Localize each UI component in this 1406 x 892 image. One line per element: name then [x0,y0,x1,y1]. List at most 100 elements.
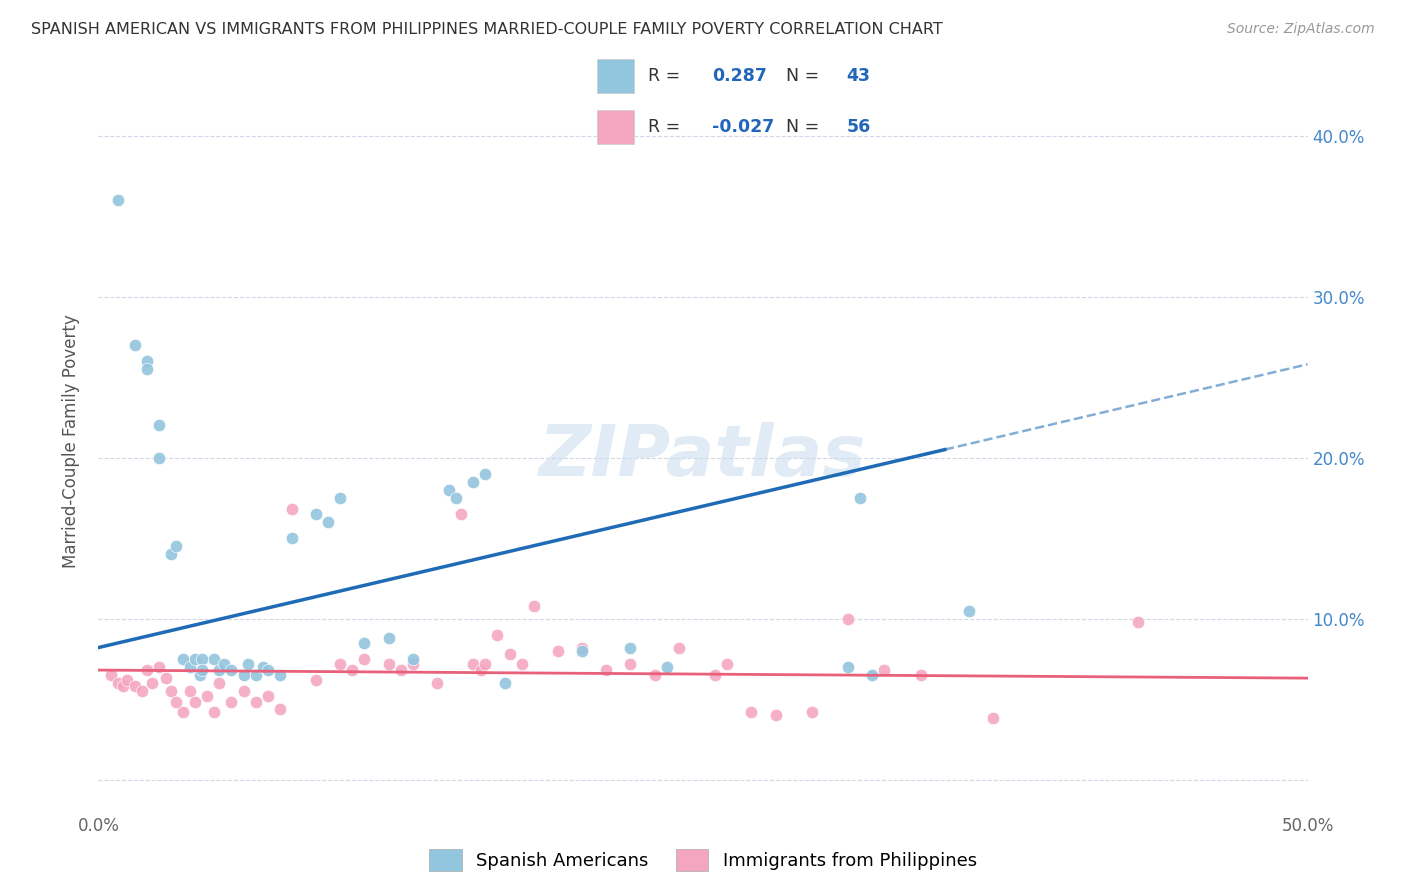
Point [256,663,278,677]
Point [494,676,516,690]
Point [389,663,412,677]
Point [957,603,980,617]
Point [470,663,492,677]
Text: R =: R = [648,67,681,85]
Point [232,684,254,698]
Point [269,702,291,716]
Point [245,668,267,682]
Point [463,657,485,671]
Point [523,599,546,613]
Text: SPANISH AMERICAN VS IMMIGRANTS FROM PHILIPPINES MARRIED-COUPLE FAMILY POVERTY CO: SPANISH AMERICAN VS IMMIGRANTS FROM PHIL… [31,22,942,37]
Point [353,636,375,650]
Point [188,668,211,682]
Point [402,652,425,666]
Point [644,668,666,682]
Point [124,338,146,352]
Point [204,652,226,666]
Point [446,491,468,505]
Point [252,660,274,674]
Point [849,491,872,505]
Point [873,663,896,677]
Point [165,539,187,553]
Point [172,705,194,719]
Point [256,689,278,703]
Point [910,668,932,682]
Point [498,647,520,661]
Point [1128,615,1150,629]
Point [221,663,243,677]
Point [269,668,291,682]
Point [155,671,177,685]
Point [184,695,207,709]
Point [135,362,157,376]
Point [716,657,738,671]
Text: -0.027: -0.027 [711,118,773,136]
Point [148,660,170,674]
Point [571,640,593,655]
Point [179,660,201,674]
Point [191,663,214,677]
Point [740,705,762,719]
Point [131,684,153,698]
Point [474,657,496,671]
Point [353,652,375,666]
Point [245,695,267,709]
Point [135,354,157,368]
Point [281,531,304,545]
Point [148,418,170,433]
Point [281,502,304,516]
Point [305,673,328,687]
Point [316,515,339,529]
Point [547,644,569,658]
Point [195,689,218,703]
Point [329,491,352,505]
FancyBboxPatch shape [598,110,634,145]
Point [450,507,472,521]
Point [463,475,485,489]
Point [165,695,187,709]
Point [117,673,139,687]
Point [329,657,352,671]
Point [402,657,425,671]
Text: N =: N = [786,67,820,85]
Point [141,676,163,690]
Point [111,679,134,693]
Point [148,450,170,465]
Point [232,668,254,682]
Point [107,676,129,690]
Point [704,668,727,682]
Point [238,657,260,671]
Point [837,611,859,625]
Point [212,657,235,671]
Point [124,679,146,693]
Legend: Spanish Americans, Immigrants from Philippines: Spanish Americans, Immigrants from Phili… [422,842,984,879]
Point [595,663,617,677]
Point [204,705,226,719]
Point [160,547,183,561]
Point [571,644,593,658]
Y-axis label: Married-Couple Family Poverty: Married-Couple Family Poverty [62,315,80,568]
Point [377,631,399,645]
Point [486,628,509,642]
Point [437,483,460,497]
Point [179,684,201,698]
FancyBboxPatch shape [598,59,634,94]
Text: R =: R = [648,118,681,136]
Point [208,663,231,677]
Point [172,652,194,666]
Point [860,668,883,682]
Point [474,467,496,481]
Point [221,695,243,709]
Point [510,657,533,671]
Text: 43: 43 [846,67,870,85]
Text: N =: N = [786,118,820,136]
Point [426,676,449,690]
Point [800,705,823,719]
Point [981,711,1004,725]
Point [342,663,364,677]
Point [191,652,214,666]
Point [184,652,207,666]
Text: 56: 56 [846,118,870,136]
Point [655,660,678,674]
Point [107,193,129,207]
